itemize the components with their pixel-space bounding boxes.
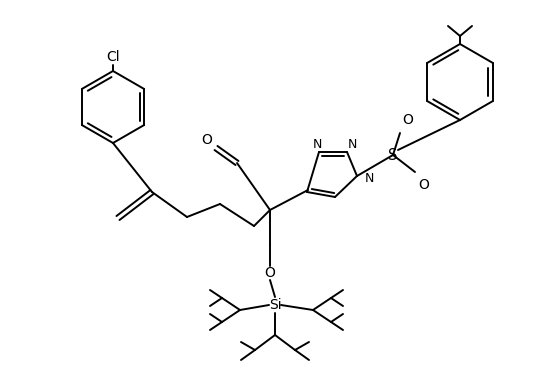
Text: O: O [201,133,212,147]
Text: O: O [418,178,429,192]
Text: N: N [365,171,374,184]
Text: S: S [389,147,398,163]
Text: N: N [312,139,322,152]
Text: O: O [265,266,276,280]
Text: Si: Si [269,298,281,312]
Text: Cl: Cl [106,50,120,64]
Text: O: O [402,113,413,127]
Text: N: N [347,139,357,152]
